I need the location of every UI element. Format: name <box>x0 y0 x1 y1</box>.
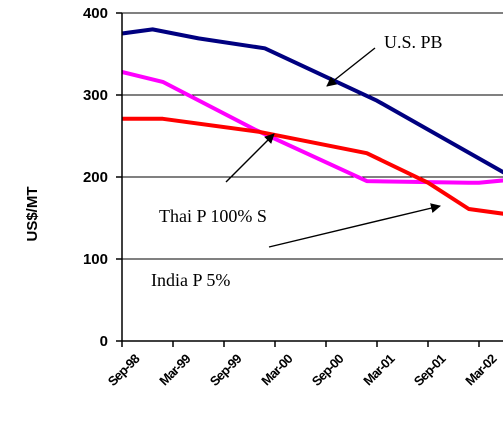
x-tick-label-5: Mar-01 <box>360 351 397 388</box>
annotation-label-india: India P 5% <box>151 270 230 290</box>
y-tick-label-0: 0 <box>100 333 108 350</box>
annotation-label-thai: Thai P 100% S <box>159 206 267 226</box>
series-line-2 <box>122 116 503 216</box>
annotation-india: India P 5% <box>151 203 441 290</box>
y-tick-label-4: 400 <box>83 5 108 22</box>
annotation-thai: Thai P 100% S <box>159 133 275 226</box>
x-tick-label-2: Sep-99 <box>207 351 245 389</box>
series-lines <box>121 27 503 216</box>
series-line-1 <box>121 70 503 185</box>
y-tick-label-2: 200 <box>83 169 108 186</box>
y-tick-labels: 0 100 200 300 400 <box>83 5 108 350</box>
x-tick-label-6: Sep-01 <box>411 351 449 389</box>
y-tick-label-3: 300 <box>83 87 108 104</box>
arrow-us-pb <box>326 47 376 87</box>
annotation-us-pb: U.S. PB <box>326 32 443 87</box>
y-axis-label: US$/MT <box>24 186 41 241</box>
x-tick-label-0: Sep-98 <box>105 351 143 389</box>
arrow-india <box>268 203 441 248</box>
x-tick-labels: Sep-98 Mar-99 Sep-99 Mar-00 Sep-00 Mar-01 Sep-… <box>105 351 500 389</box>
axes <box>116 12 503 347</box>
x-tick-label-7: Mar-02 <box>462 351 499 388</box>
series-line-0 <box>121 27 503 175</box>
arrow-thai <box>225 133 275 183</box>
x-tick-label-4: Sep-00 <box>309 351 347 389</box>
x-tick-label-1: Mar-99 <box>156 351 193 388</box>
y-tick-label-1: 100 <box>83 251 108 268</box>
annotation-label-us-pb: U.S. PB <box>384 32 443 52</box>
x-tick-label-3: Mar-00 <box>258 351 295 388</box>
